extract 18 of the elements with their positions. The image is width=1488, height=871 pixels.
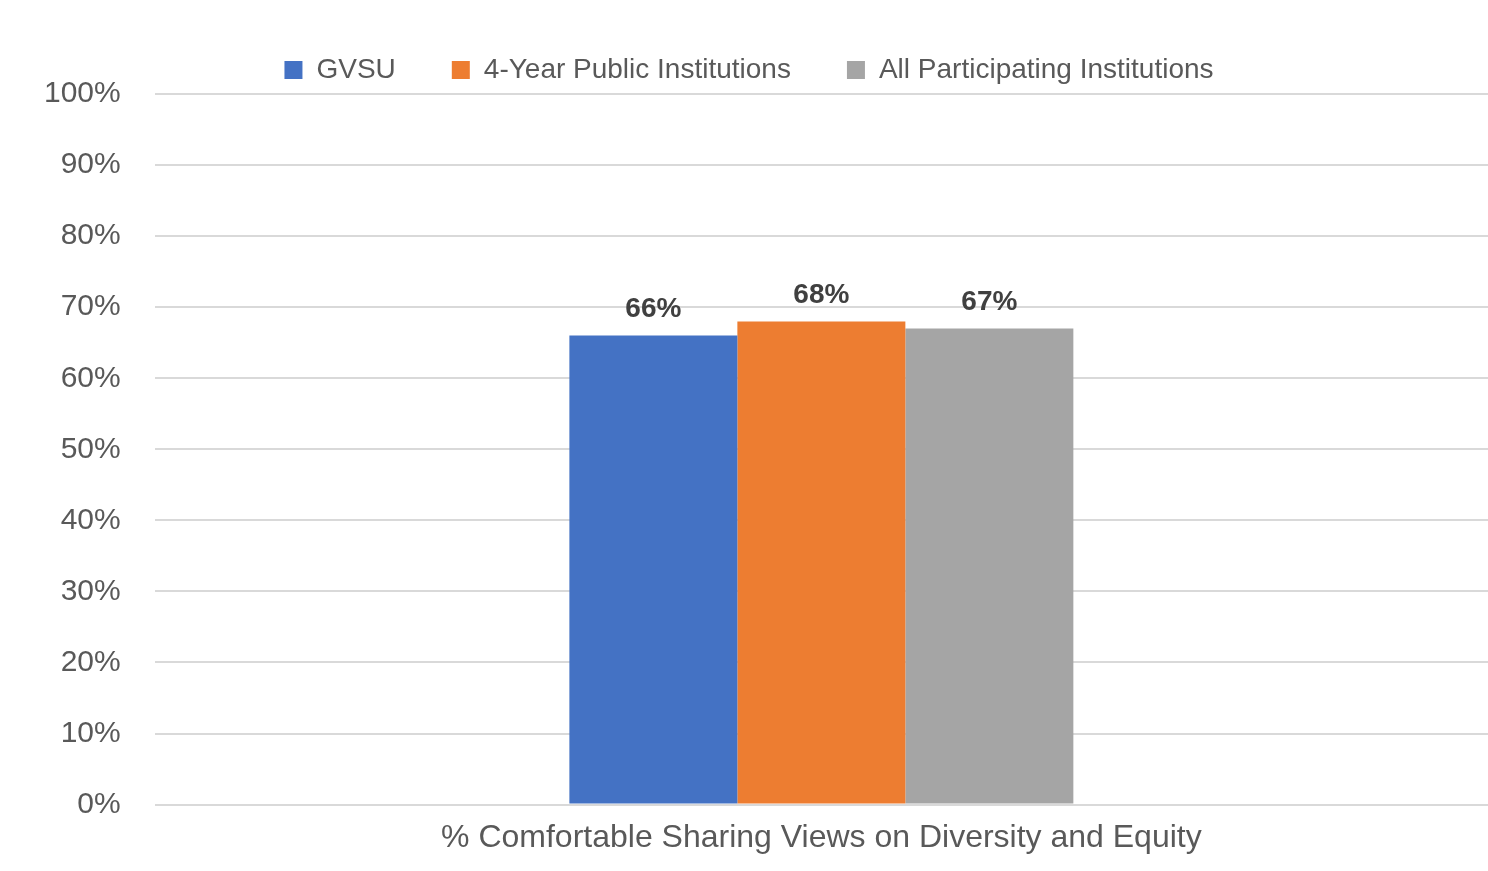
y-tick-label: 40% xyxy=(60,501,121,535)
y-tick-label: 80% xyxy=(60,217,121,251)
y-tick-label: 20% xyxy=(60,643,121,677)
y-tick-label: 0% xyxy=(77,785,121,819)
y-tick-label: 50% xyxy=(60,430,121,464)
y-tick-label: 100% xyxy=(43,75,121,109)
legend-label: GVSU xyxy=(316,52,396,84)
y-tick-label: 30% xyxy=(60,572,121,606)
data-label: 66% xyxy=(625,292,682,324)
y-tick-label: 90% xyxy=(60,146,121,180)
legend-label: 4-Year Public Institutions xyxy=(483,52,791,84)
data-label: 68% xyxy=(793,278,850,310)
data-label: 67% xyxy=(961,285,1018,317)
y-tick-label: 60% xyxy=(60,359,121,393)
x-tick-label: % Comfortable Sharing Views on Diversity and Equity xyxy=(441,817,1202,854)
legend-label: All Participating Institutions xyxy=(878,52,1214,84)
y-tick-label: 10% xyxy=(60,714,121,748)
y-tick-label: 70% xyxy=(60,288,121,322)
